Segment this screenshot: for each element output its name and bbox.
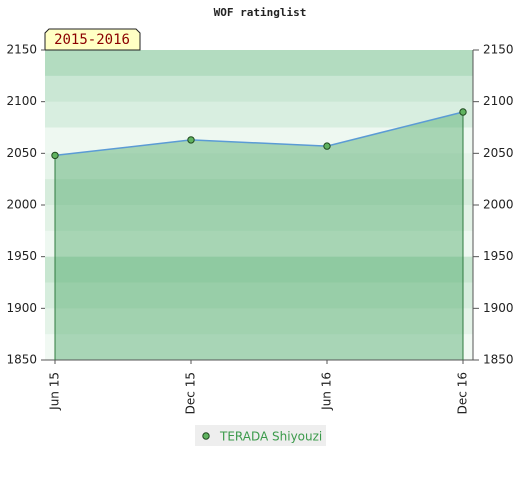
y-tick-label: 1850 xyxy=(6,353,37,367)
annotation: 2015-2016 xyxy=(54,32,130,48)
background-band xyxy=(45,308,473,335)
background-band xyxy=(45,50,473,77)
legend-label: TERADA Shiyouzi xyxy=(219,430,322,444)
y2-tick-label: 1900 xyxy=(483,301,514,315)
area xyxy=(55,112,463,360)
background-band xyxy=(45,282,473,309)
background-band xyxy=(45,256,473,283)
background-band xyxy=(45,101,473,128)
y2-tick-label: 2050 xyxy=(483,146,514,160)
point xyxy=(323,142,331,150)
y-tick-label: 2050 xyxy=(6,146,37,160)
y-tick-label: 1900 xyxy=(6,301,37,315)
background-band xyxy=(45,179,473,206)
background-band xyxy=(45,205,473,232)
y2-tick-label: 1950 xyxy=(483,249,514,263)
y-tick-label: 2100 xyxy=(6,94,37,108)
y-tick-label: 1950 xyxy=(6,249,37,263)
point xyxy=(51,151,59,160)
y2-tick-label: 2100 xyxy=(483,94,514,108)
x-tick-label: Dec 15 xyxy=(184,372,198,414)
y2-tick-label: 2000 xyxy=(483,198,514,212)
y-tick-label: 2000 xyxy=(6,198,37,212)
line xyxy=(54,111,464,157)
y-tick-label: 2150 xyxy=(6,43,37,57)
x-tick-label: Jun 16 xyxy=(320,372,334,411)
plot-area xyxy=(45,50,473,361)
point xyxy=(187,136,195,144)
legend xyxy=(195,425,326,446)
background-band xyxy=(45,75,473,103)
background-band xyxy=(45,230,473,258)
chart-title: WOF ratinglist xyxy=(214,6,307,19)
x-tick-label: Jun 15 xyxy=(48,372,62,411)
annotation-box xyxy=(44,28,141,51)
background-band xyxy=(45,153,473,180)
legend-marker xyxy=(202,432,210,440)
y2-tick-label: 2150 xyxy=(483,43,514,57)
background-band xyxy=(45,334,473,361)
y2-tick-label: 1850 xyxy=(483,353,514,367)
point xyxy=(459,108,467,116)
x-tick-label: Dec 16 xyxy=(456,372,470,414)
background-band xyxy=(45,127,473,154)
